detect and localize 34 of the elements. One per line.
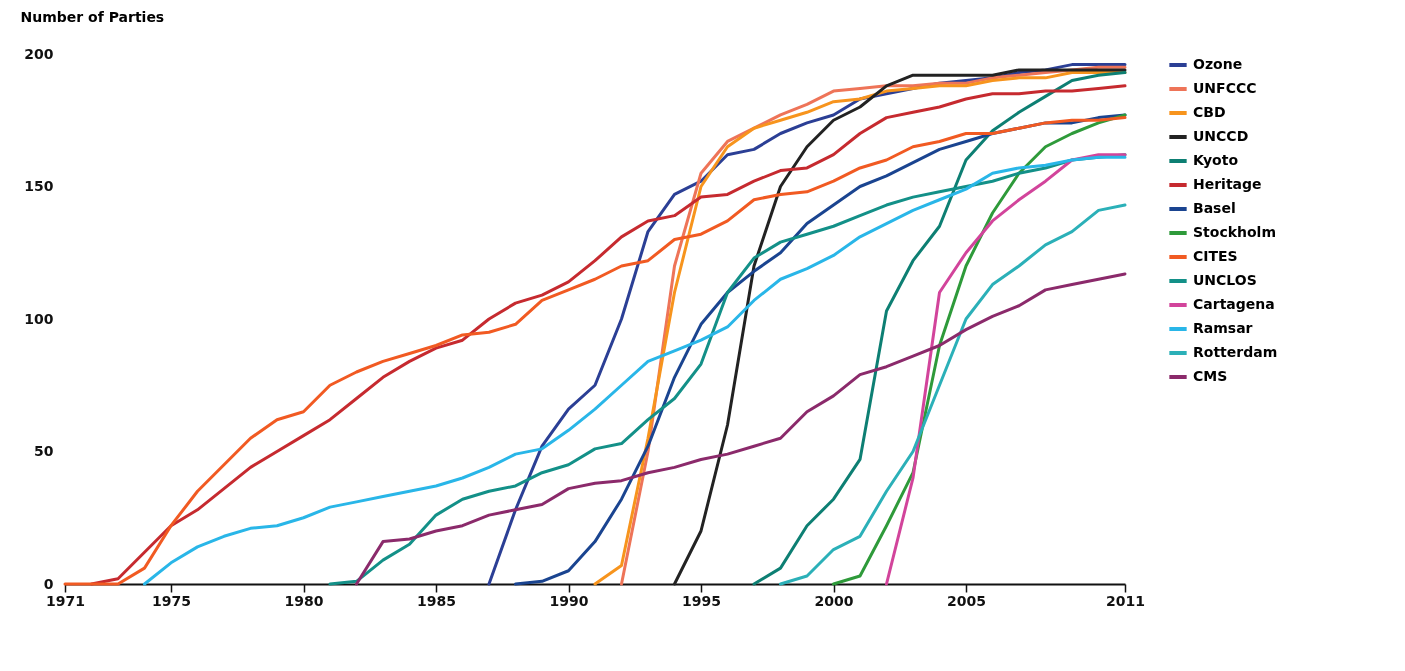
legend-label: Rotterdam [1193, 344, 1278, 360]
legend-label: UNCCD [1193, 128, 1249, 144]
x-tick-label: 1990 [549, 592, 589, 609]
x-tick-label: 1975 [152, 592, 191, 609]
line-series [779, 203, 1127, 586]
x-tick-label: 1971 [46, 592, 85, 609]
line-series [885, 153, 1127, 586]
x-tick-label: 1995 [682, 592, 721, 609]
x-tick-label: 2005 [947, 592, 986, 609]
legend-label: UNFCCC [1193, 80, 1257, 96]
y-tick-label: 0 [43, 575, 54, 592]
legend-label: CITES [1193, 248, 1238, 264]
y-tick-label: 100 [24, 310, 54, 327]
y-tick-label: 150 [24, 178, 54, 194]
legend-label: UNCLOS [1193, 272, 1257, 288]
legend-label: Kyoto [1193, 152, 1239, 168]
legend-label: Heritage [1193, 176, 1262, 192]
legend-label: Ramsar [1193, 320, 1253, 336]
line-series [355, 272, 1127, 586]
legend-label: Basel [1193, 200, 1236, 216]
x-tick-label: 1980 [284, 592, 324, 609]
x-tick-label: 2011 [1106, 592, 1145, 609]
line-series [752, 71, 1127, 586]
legend-label: Cartagena [1193, 296, 1275, 312]
legend-label: Ozone [1193, 56, 1243, 72]
legend-label: CBD [1193, 104, 1226, 120]
line-series [143, 155, 1127, 586]
y-axis-title: Number of Parties [20, 8, 165, 25]
y-tick-label: 200 [24, 45, 54, 62]
x-tick-label: 1985 [417, 592, 456, 609]
y-tick-label: 50 [34, 443, 54, 459]
legend-label: Stockholm [1193, 224, 1276, 240]
x-tick-label: 2000 [814, 592, 854, 609]
legend-label: CMS [1193, 368, 1228, 384]
